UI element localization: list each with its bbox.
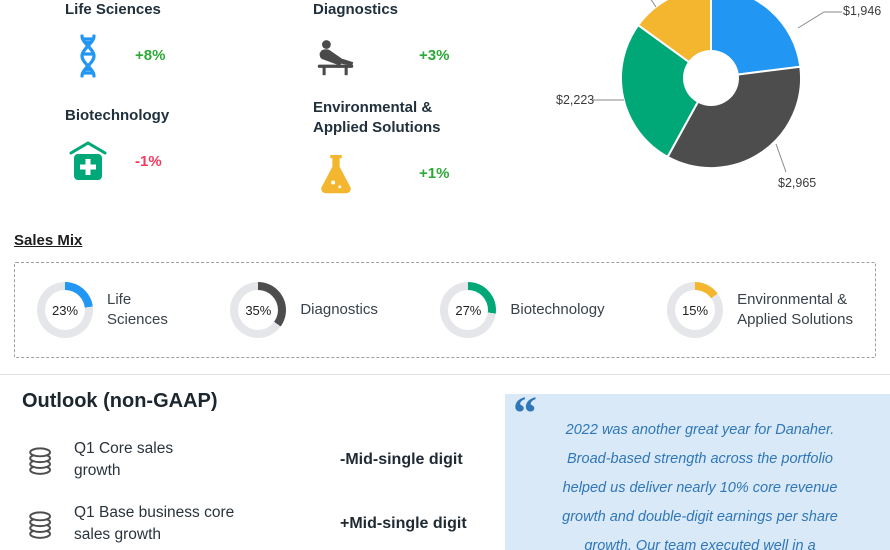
section-divider bbox=[0, 374, 890, 375]
pie-value-label: $1,946 bbox=[843, 4, 882, 18]
flask-icon bbox=[313, 151, 359, 197]
outlook-label: Q1 Base business core sales growth bbox=[74, 504, 235, 543]
leader-line-yellow bbox=[650, 0, 657, 8]
segment-title: Life Sciences bbox=[65, 1, 161, 18]
mix-percent: 27% bbox=[455, 302, 482, 318]
outlook-row-core-sales: Q1 Core sales growth -Mid-single digit bbox=[22, 436, 492, 484]
sales-mix-item-diagnostics: 35% Diagnostics bbox=[230, 282, 378, 338]
outlook-heading: Outlook (non-GAAP) bbox=[22, 390, 218, 412]
quote-mark-icon: “ bbox=[513, 387, 537, 440]
outlook-label: Q1 Core sales growth bbox=[74, 440, 174, 479]
mix-percent: 15% bbox=[682, 302, 709, 318]
segment-card-life-sciences: Life Sciences +8% bbox=[65, 0, 165, 79]
mix-percent: 35% bbox=[245, 302, 272, 318]
donut-ring: 15% bbox=[667, 282, 724, 338]
outlook-row-base-business: Q1 Base business core sales growth +Mid-… bbox=[22, 500, 492, 548]
coins-icon bbox=[22, 440, 60, 480]
segment-card-diagnostics: Diagnostics +3% bbox=[313, 0, 449, 79]
coins-icon bbox=[22, 504, 60, 544]
donut-ring: 35% bbox=[230, 282, 287, 338]
patient-exam-icon bbox=[313, 33, 359, 79]
outlook-value: -Mid-single digit bbox=[340, 451, 463, 468]
mix-label: Environmental & Applied Solutions bbox=[737, 291, 853, 328]
segment-card-biotechnology: Biotechnology -1% bbox=[65, 106, 169, 185]
sales-mix-item-life-sciences: 23% Life Sciences bbox=[37, 282, 168, 338]
segment-card-environmental: Environmental & Applied Solutions +1% bbox=[313, 98, 449, 197]
dna-icon bbox=[65, 33, 111, 79]
sales-mix-item-biotechnology: 27% Biotechnology bbox=[440, 282, 605, 338]
biotech-building-icon bbox=[65, 139, 111, 185]
growth-value: +1% bbox=[419, 165, 450, 183]
segment-title: Biotechnology bbox=[65, 107, 170, 124]
donut-ring: 23% bbox=[37, 282, 93, 338]
mix-label: Diagnostics bbox=[300, 301, 378, 319]
donut-hole bbox=[683, 50, 739, 106]
mix-percent: 23% bbox=[51, 302, 79, 318]
outlook-section: Outlook (non-GAAP) Q1 Core sales growth … bbox=[22, 390, 492, 543]
sales-mix-panel: 23% Life Sciences 35% Diagnostics 27% Bi… bbox=[14, 262, 876, 358]
sales-mix-item-environmental: 15% Environmental & Applied Solutions bbox=[667, 282, 853, 338]
leader-line-blue bbox=[797, 11, 842, 29]
sales-mix-heading: Sales Mix bbox=[14, 232, 83, 249]
growth-value: +3% bbox=[419, 47, 450, 65]
ceo-quote-panel: “ 2022 was another great year for Danahe… bbox=[505, 387, 890, 550]
donut-svg bbox=[592, 0, 842, 173]
segment-title: Diagnostics bbox=[313, 1, 399, 18]
revenue-donut-chart: $1,946 $2,223 $2,965 bbox=[540, 0, 890, 200]
mix-label: Biotechnology bbox=[510, 301, 605, 319]
outlook-value: +Mid-single digit bbox=[340, 515, 467, 532]
mix-label: Life Sciences bbox=[107, 291, 168, 328]
donut-ring: 27% bbox=[440, 282, 497, 338]
pie-value-label: $2,223 bbox=[556, 93, 595, 107]
pie-value-label: $2,965 bbox=[778, 176, 817, 190]
quote-text: 2022 was another great year for Danaher.… bbox=[562, 422, 838, 550]
segment-title: Environmental & Applied Solutions bbox=[313, 99, 441, 136]
growth-value: +8% bbox=[135, 47, 166, 65]
growth-value: -1% bbox=[135, 153, 162, 171]
leader-line-dark bbox=[775, 143, 787, 173]
